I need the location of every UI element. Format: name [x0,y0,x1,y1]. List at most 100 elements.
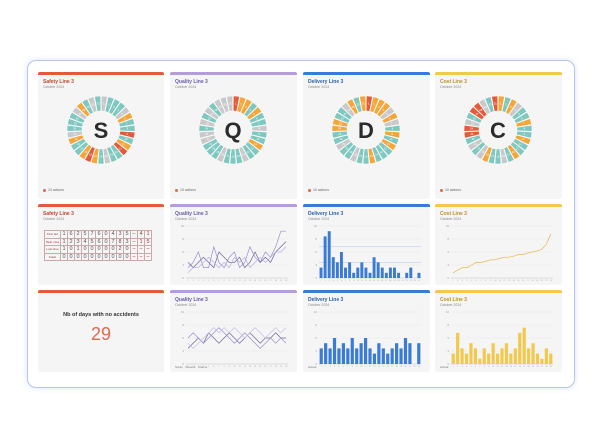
x-tick-label: 15 [259,280,262,282]
x-tick-label: 5 [208,366,210,368]
card-title: Safety Line 3 [43,79,74,85]
card-cost-line[interactable]: Cost Line 3 October 2024 0 3 5 8 10 1 2 3 4 5 6 7 8 9… [435,204,562,285]
table-row: First aid 1 6 2 5 7 6 0 4 3 5–4 1 [44,230,152,239]
wheel-segment [484,96,495,113]
card-accent-bar [38,72,164,75]
x-tick-label: 6 [213,280,215,282]
wheel-segment [346,98,359,115]
wheel-segment [514,134,532,145]
card-delivery-wheel[interactable]: Delivery Line 3 October 2024 1 2 3 4 5 6 7 8 9 10… [303,72,430,199]
actions-dot-icon [308,188,311,192]
segment-day-label: 6 [389,116,391,120]
segment-day-label: 29 [484,105,487,109]
x-tick-label: 22 [406,280,409,282]
row-label: Fatal [44,252,61,261]
extra-cell: – [130,245,138,254]
series-line [187,230,286,269]
y-tick-label: 10 [181,310,184,314]
card-delivery-bars-2[interactable]: Delivery Line 3 October 2024 0 3 5 8 10 1 2 3 4 5… [303,290,430,372]
card-accent-bar [38,290,164,293]
card-delivery-bars[interactable]: Delivery Line 3 October 2024 0 3 5 8 10 1 2 3 4 5… [303,204,430,285]
wheel-segment [199,134,217,145]
safety-wheel-chart[interactable]: 1 234567891011121314151617181920212223242… [66,88,136,172]
actions-footer[interactable]: 10 actions [175,188,196,192]
actions-count: 10 actions [48,188,64,192]
segment-day-label: 14 [242,152,245,156]
card-safety-table[interactable]: Safety Line 3 October 2024 First aid 1 6 2 5… [38,204,164,285]
segment-day-label: 15 [502,154,505,158]
card-cost-wheel[interactable]: Cost Line 3 October 2024 1 2 3 4 5 6 7 8 9 10 11 12… [435,72,562,199]
card-accidents[interactable]: Nb of days with no accidents 29 [38,290,164,372]
x-tick-label: 8 [352,366,354,368]
bar [491,343,495,364]
actions-footer[interactable]: 10 actions [308,188,329,192]
card-cost-bars[interactable]: Cost Line 3 October 2024 0 3 5 8 10 1 2 3 4 5 6 7 8 9… [435,290,562,372]
series-line [187,327,287,349]
bar [408,343,412,364]
wheel-segment [238,146,250,163]
delivery-wheel-chart[interactable]: 1 234567891011121314151617181920212223242… [331,88,401,172]
x-tick-label: 15 [377,280,380,282]
x-tick-label: 11 [496,366,499,368]
x-tick-label: 21 [409,366,412,368]
x-tick-label: 14 [512,280,515,282]
segment-day-label: 16 [232,155,235,159]
x-tick-label: 15 [517,280,520,282]
wheel-segment [208,101,223,118]
bar [531,343,535,364]
y-tick-label: 3 [448,263,450,267]
y-tick-label: 10 [181,224,184,228]
card-quality-lines-2[interactable]: Quality Line 3 October 2024 0 3 5 8 10 1 2 3 4 5 6… [170,290,297,372]
counter-cell: 1 [74,245,82,254]
wheel-segment [362,148,370,165]
legend-item: Scrap [175,365,183,369]
segment-day-label: 12 [251,146,254,150]
card-safety-wheel[interactable]: Safety Line 3 October 2024 1 2 3 4 5 6 7 8 9 10 11… [38,72,164,199]
actions-footer[interactable]: 10 actions [440,188,461,192]
wheel-segment [94,95,102,112]
extra-cell: 1 [137,237,145,246]
y-tick-label: 5 [448,336,450,340]
segment-day-label: 31 [362,102,365,106]
card-accent-bar [435,290,562,293]
wheel-segment [332,134,350,145]
x-tick-label: 3 [198,366,200,368]
segment-day-label: 25 [74,121,77,125]
card-quality-wheel[interactable]: Quality Line 3 October 2024 1 2 3 4 5 6 7 8 9 10 1… [170,72,297,199]
counter-cell: 6 [95,237,103,246]
counter-cell: 0 [95,252,103,261]
segment-day-label: 9 [523,132,525,136]
segment-day-label: 12 [516,146,519,150]
segment-day-label: 18 [354,152,357,156]
extra-cell: 5 [144,237,152,246]
card-title: Delivery Line 3 [308,79,344,85]
legend-item: Rework [185,365,196,369]
actions-footer[interactable]: 10 actions [43,188,64,192]
x-tick-label: 7 [218,280,220,282]
series-line [187,327,287,349]
x-tick-label: 6 [475,366,477,368]
card-title: Delivery Line 3 [308,211,344,217]
wheel-segment [70,138,87,151]
wheel-segment [97,148,105,165]
quality-wheel-chart[interactable]: 1 234567891011121314151617181920212223242… [198,88,268,172]
x-tick-label: 19 [393,280,396,282]
segment-day-label: 8 [127,127,129,131]
bar [390,348,394,364]
x-tick-label: 16 [522,280,525,282]
cost-wheel-chart[interactable]: 1 234567891011121314151617181920212223242… [463,88,533,172]
x-tick-label: 16 [264,280,267,282]
segment-day-label: 13 [247,150,250,154]
counter-cell: 4 [109,230,117,239]
segment-day-label: 31 [229,102,232,106]
segment-day-label: 23 [205,132,208,136]
segment-day-label: 27 [476,112,479,116]
x-tick-label: 20 [397,280,400,282]
card-quality-lines[interactable]: Quality Line 3 October 2024 0 3 5 8 10 1 2 3 4 5 6… [170,204,297,285]
